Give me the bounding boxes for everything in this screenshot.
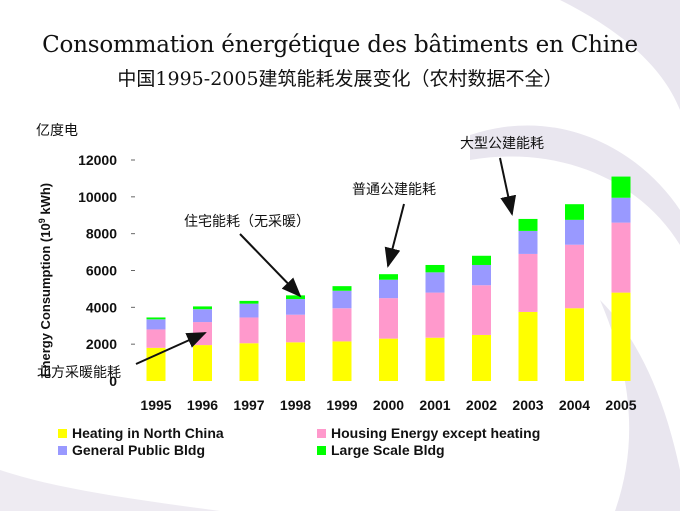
bar-segment [518,253,538,312]
bar-segment [239,300,259,304]
bar-segment [379,274,398,280]
bar-segment [611,197,631,223]
bar-segment [379,338,398,381]
x-tick-label: 1999 [326,397,357,413]
decor-swirl [0,470,220,511]
bar-segment [332,341,352,381]
legend-label: Heating in North China [72,425,224,441]
bar-segment [286,295,305,300]
y-tick-label: 2000 [86,336,117,352]
bar-segment [286,314,305,343]
bar-segment [146,329,166,348]
bar-segment [518,218,538,231]
annotation-label: 北方采暖能耗 [37,365,121,381]
bar-segment [193,309,212,323]
bar-segment [239,303,259,318]
legend-swatch [317,446,326,455]
decor-swirl [470,125,680,245]
bar-segment [425,337,445,381]
annotation-arrow [384,203,405,268]
x-tick-label: 1998 [280,397,311,413]
bar-segment [332,308,352,342]
bar-segment [146,319,166,330]
bar-segment [611,176,631,198]
x-tick-label: 1996 [187,397,218,413]
legend-label: Large Scale Bldg [331,442,445,458]
y-tick-label: 8000 [86,226,117,242]
legend-label: Housing Energy except heating [331,425,540,441]
x-tick-label: 2003 [512,397,543,413]
annotation-label: 住宅能耗（无采暖） [184,214,310,230]
y-tick-label: 4000 [86,299,117,315]
legend-label: General Public Bldg [72,442,205,458]
bar-segment [239,317,259,344]
annotation-label: 大型公建能耗 [460,136,544,152]
y-axis-title: Energy Consumption (109 kWh) [37,183,53,377]
x-tick-label: 1995 [140,397,171,413]
bar-segment [425,292,445,338]
bar-segment [472,255,491,265]
bar-segment [332,290,352,309]
bar-segment [425,272,445,293]
chart-subtitle: 中国1995-2005建筑能耗发展变化（农村数据不全） [117,68,563,90]
y-tick-label: 6000 [86,263,117,279]
bar-segment [379,279,398,299]
bar-segment [472,334,491,381]
annotation-arrow [135,332,207,365]
bar-segment [565,219,584,245]
bar-segment [565,204,584,220]
bar-segment [565,308,584,381]
bar-segment [425,264,445,273]
bar-segment [611,292,631,381]
legend-swatch [58,429,67,438]
y-tick-label: 0 [109,373,117,389]
chart-title: Consommation énergétique des bâtiments e… [42,32,638,58]
bar-segment [239,343,259,381]
legend-swatch [317,429,326,438]
annotation-arrow [499,157,517,216]
bar-segment [193,306,212,310]
bar-segment [193,345,212,381]
bar-segment [611,222,631,293]
x-tick-label: 2004 [559,397,590,413]
bar-segment [472,264,491,286]
bar-segment [146,317,166,320]
x-tick-label: 2005 [605,397,636,413]
x-tick-label: 1997 [233,397,264,413]
x-tick-label: 2001 [419,397,450,413]
decor-swirl [560,0,680,110]
bar-segment [286,299,305,315]
bar-segment [565,244,584,309]
annotation-arrow [239,233,302,298]
bar-segment [472,285,491,335]
bar-segment [518,311,538,381]
annotation-label: 普通公建能耗 [352,182,436,198]
bar-segment [379,298,398,339]
x-tick-label: 2002 [466,397,497,413]
bar-segment [518,230,538,254]
y-tick-label: 10000 [78,189,117,205]
bar-segment [332,286,352,291]
bar-segment [286,342,305,381]
unit-label: 亿度电 [36,123,78,139]
legend-swatch [58,446,67,455]
x-tick-label: 2000 [373,397,404,413]
y-tick-label: 12000 [78,152,117,168]
